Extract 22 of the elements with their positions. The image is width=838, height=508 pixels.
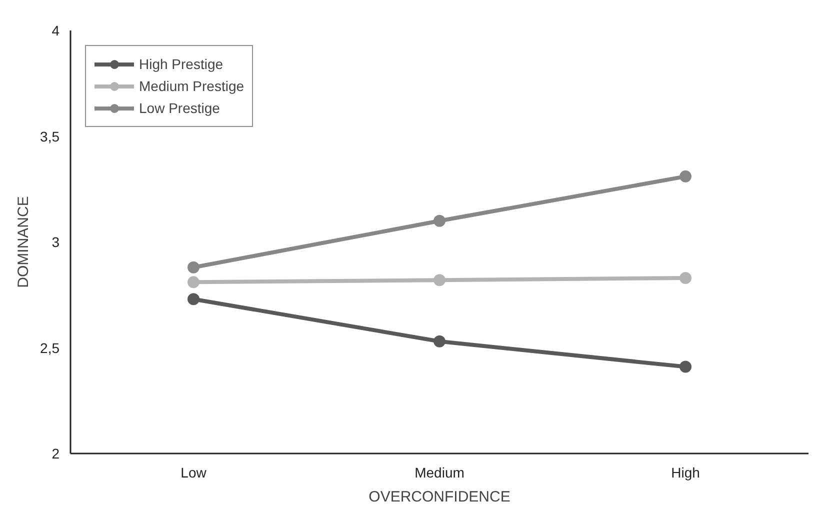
y-axis-title: DOMINANCE [15,196,32,288]
point [434,335,446,348]
point [680,170,692,182]
x-tick-label: Low [180,464,208,480]
point [188,276,200,288]
legend-label: High Prestige [139,56,224,72]
x-tick-label: High [671,464,700,480]
y-tick-label: 4 [52,22,60,38]
y-tick-label: 3,5 [40,128,60,144]
point [188,293,200,306]
y-tick-label: 3 [52,234,60,250]
point [680,272,692,284]
point [434,214,446,227]
x-tick-label: Medium [414,464,464,480]
x-axis-title: OVERCONFIDENCE [368,488,510,506]
y-tick-label: 2,5 [40,340,60,356]
point [434,274,446,286]
legend-label: Medium Prestige [139,78,244,94]
legend-label: Low Prestige [139,100,220,116]
point [680,360,692,373]
y-tick-label: 2 [52,446,60,462]
point [188,261,200,274]
